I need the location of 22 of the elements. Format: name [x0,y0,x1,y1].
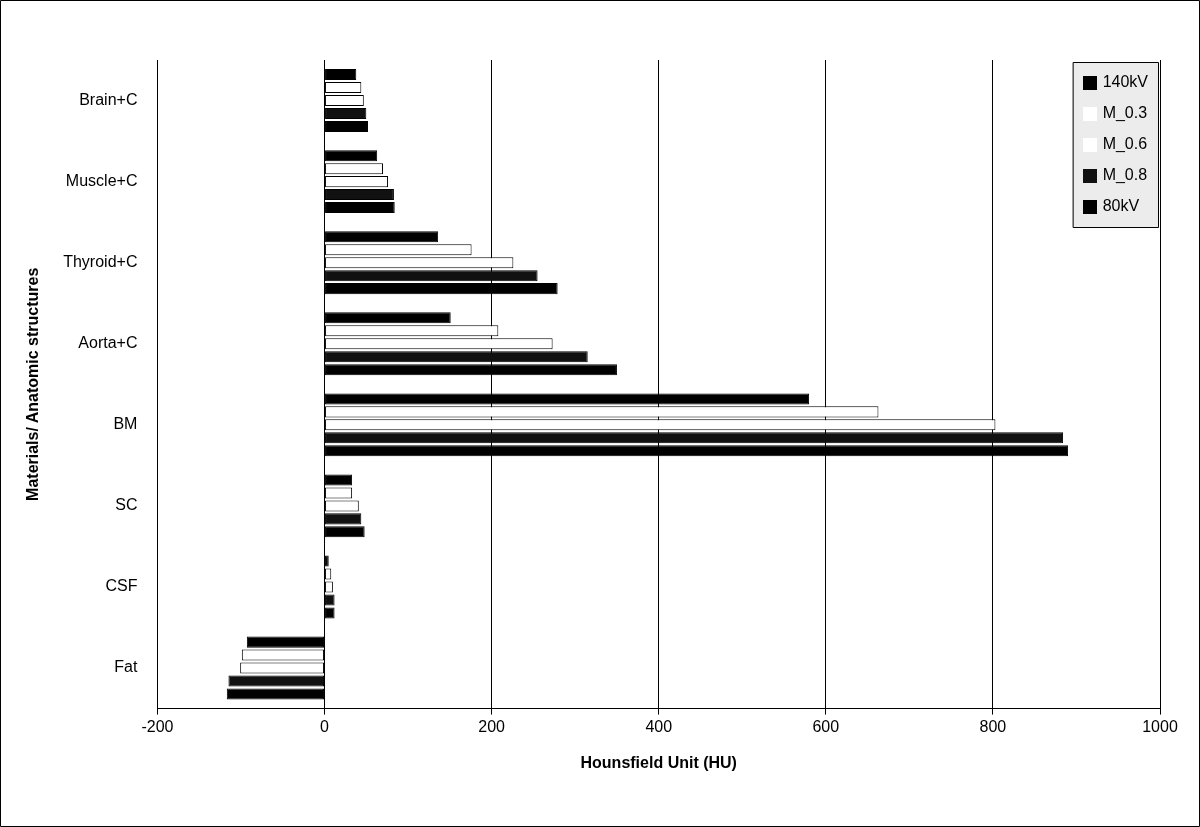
y-tick-label: Thyroid+C [63,253,138,271]
y-tick-label: Brain+C [79,90,138,108]
x-tick-label: 600 [812,717,840,735]
legend-label: 140kV [1102,72,1149,90]
legend-label: M_0.8 [1102,165,1148,184]
x-tick-label: 400 [645,717,673,735]
legend-label: M_0.3 [1102,103,1148,122]
x-axis-title: Hounsfield Unit (HU) [580,753,737,771]
x-tick-label: 200 [478,717,506,735]
y-tick-label: SC [115,496,138,514]
y-axis-title: Materials/ Anatomic structures [24,267,42,501]
y-tick-label: BM [113,415,138,433]
legend-label: 80kV [1102,196,1140,214]
x-tick-label: 1000 [1142,717,1178,735]
y-tick-label: Aorta+C [78,334,138,352]
x-tick-label: 800 [979,717,1007,735]
x-tick-label: -200 [141,717,174,735]
x-tick-label: 0 [320,717,330,735]
y-tick-label: Muscle+C [65,172,138,190]
y-tick-label: Fat [114,658,138,676]
y-tick-label: CSF [105,577,138,595]
legend-label: M_0.6 [1102,134,1148,153]
